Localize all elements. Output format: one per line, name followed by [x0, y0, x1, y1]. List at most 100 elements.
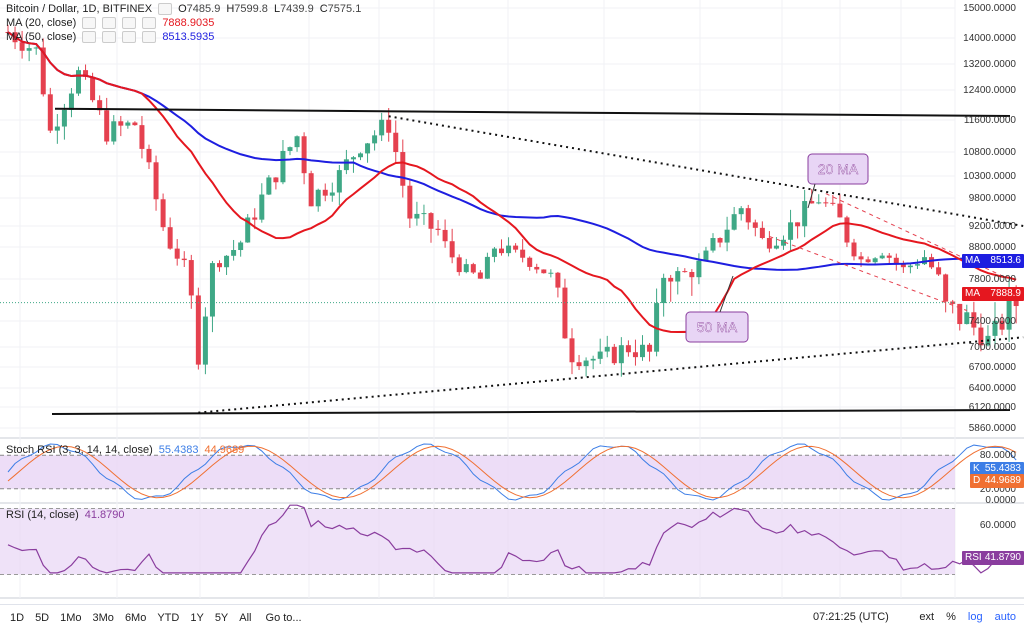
candle-body: [682, 271, 688, 273]
eye-icon[interactable]: [82, 17, 97, 29]
candle-body: [738, 208, 744, 215]
price-legend: Bitcoin / Dollar, 1D, BITFINEX O7485.9 H…: [6, 3, 361, 15]
candle-body: [76, 70, 81, 94]
range-1mo[interactable]: 1Mo: [60, 612, 82, 624]
ma20-legend: MA (20, close) 7888.9035: [6, 17, 214, 29]
candle-body: [315, 189, 321, 207]
high-value: 7599.8: [234, 3, 268, 15]
range-5d[interactable]: 5D: [35, 612, 50, 624]
y-tick-label: 7400.0000: [969, 316, 1017, 327]
low-value: 7439.9: [280, 3, 314, 15]
candle-body: [802, 201, 808, 227]
more-icon[interactable]: [142, 17, 157, 29]
range-all[interactable]: All: [239, 612, 252, 624]
candle-body: [393, 132, 399, 153]
percent-toggle[interactable]: %: [946, 611, 956, 623]
candle-body: [816, 202, 822, 204]
settings-icon[interactable]: [102, 17, 117, 29]
candle-body: [865, 259, 871, 263]
candle-body: [181, 258, 187, 261]
candle-body: [795, 222, 801, 227]
candle-body: [773, 245, 779, 249]
support-line: [51, 409, 1011, 415]
candle-body: [766, 237, 772, 249]
range-ytd[interactable]: YTD: [157, 612, 180, 624]
candle-body: [823, 202, 829, 204]
candle-body: [886, 255, 892, 258]
candle-body: [400, 152, 406, 186]
rsi-badge: RSI 41.8790: [962, 551, 1024, 565]
y-tick-label: 6700.0000: [969, 362, 1017, 373]
candle-body: [343, 159, 349, 171]
range-1d[interactable]: 1D: [10, 612, 25, 624]
ma50-value: 8513.5935: [162, 31, 215, 43]
ma50-line: [7, 31, 1017, 271]
candle-body: [929, 257, 935, 268]
candle-body: [252, 217, 258, 220]
candle-body: [47, 94, 53, 131]
ma50-price-badge: MA 8513.6: [962, 254, 1024, 268]
candle-body: [914, 264, 920, 266]
open-label: O: [178, 3, 187, 15]
candle-body: [153, 162, 159, 200]
candle-body: [971, 312, 977, 328]
close-icon[interactable]: [122, 31, 137, 43]
candle-body: [428, 213, 434, 229]
candle-body: [513, 245, 519, 250]
ma20-callout-box: [807, 153, 869, 185]
candle-body: [280, 150, 286, 183]
candle-body: [907, 265, 913, 268]
candle-body: [569, 338, 575, 363]
y-tick-label: 5860.0000: [969, 423, 1017, 434]
candle-body: [435, 228, 441, 230]
candle-body: [322, 189, 328, 196]
stoch-band: [0, 455, 955, 489]
candle-body: [837, 203, 843, 218]
ext-toggle[interactable]: ext: [919, 611, 935, 623]
candle-body: [879, 255, 885, 259]
candle-body: [830, 202, 836, 204]
candle-body: [745, 208, 751, 223]
y-tick-label: 7000.0000: [969, 342, 1017, 353]
close-icon[interactable]: [122, 17, 137, 29]
candle-body: [752, 222, 758, 228]
ma20-line: [7, 31, 1017, 334]
resistance-line: [54, 107, 1011, 117]
candle-body: [527, 257, 533, 267]
range-3mo[interactable]: 3Mo: [92, 612, 114, 624]
y-tick-label: 9800.0000: [969, 193, 1017, 204]
y-tick-label: 7800.0000: [969, 274, 1017, 285]
range-6mo[interactable]: 6Mo: [124, 612, 147, 624]
settings-icon[interactable]: [102, 31, 117, 43]
range-buttons: 1D 5D 1Mo 3Mo 6Mo YTD 1Y 5Y All: [10, 612, 252, 624]
candle-body: [26, 48, 32, 51]
candle-body: [301, 136, 307, 174]
symbol-title: Bitcoin / Dollar, 1D, BITFINEX: [6, 3, 153, 15]
candle-body: [696, 260, 702, 278]
candle-body: [541, 269, 547, 274]
candle-body: [456, 257, 462, 273]
candle-body: [372, 135, 378, 144]
auto-toggle[interactable]: auto: [994, 611, 1016, 623]
candle-body: [647, 344, 653, 352]
range-1y[interactable]: 1Y: [190, 612, 204, 624]
candle-body: [90, 76, 96, 101]
eye-icon[interactable]: [82, 31, 97, 43]
more-icon[interactable]: [142, 31, 157, 43]
candle-body: [992, 320, 998, 336]
log-toggle[interactable]: log: [967, 611, 983, 623]
range-5y[interactable]: 5Y: [214, 612, 229, 624]
candle-body: [118, 121, 124, 126]
candle-body: [781, 239, 786, 246]
candle-body: [146, 148, 152, 163]
visibility-icon[interactable]: [158, 3, 173, 15]
candle-body: [174, 248, 180, 259]
goto-button[interactable]: Go to...: [265, 612, 302, 624]
candle-body: [618, 345, 624, 364]
candle-body: [851, 242, 857, 257]
candle-body: [125, 122, 131, 126]
stoch-label: Stoch RSI (3, 3, 14, 14, close): [6, 444, 153, 456]
y-tick-label: 6400.0000: [969, 383, 1017, 394]
candle-body: [202, 316, 208, 365]
